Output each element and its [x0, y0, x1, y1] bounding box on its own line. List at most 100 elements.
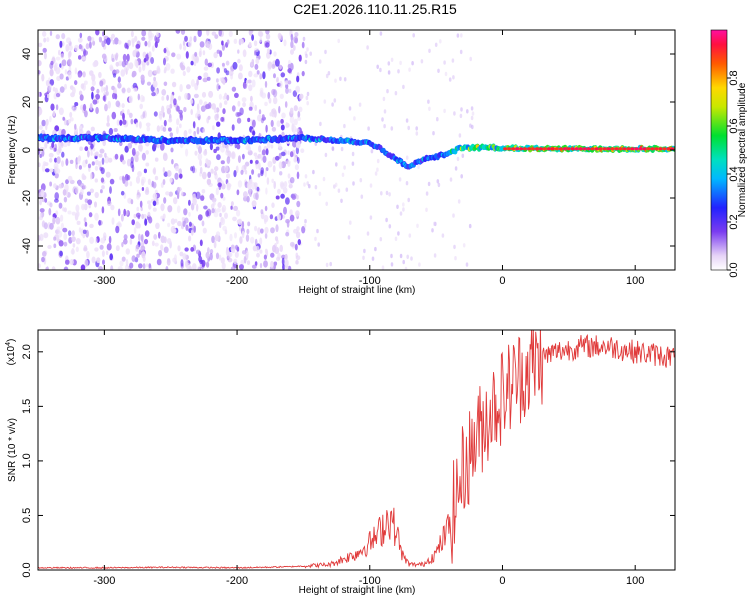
spectrogram-noise-mark [366, 45, 369, 50]
spectrogram-noise-mark [379, 237, 383, 242]
spectrogram-noise-mark [235, 165, 239, 174]
spectrogram-noise-mark [65, 44, 70, 52]
spectrogram-noise-mark [282, 187, 288, 194]
spectrogram-noise-mark [142, 255, 146, 262]
spectrogram-noise-mark [262, 155, 267, 163]
spectrogram-noise-mark [188, 128, 192, 134]
spectrogram-noise-mark [104, 156, 110, 164]
spectrogram-carrier-mark [634, 147, 639, 151]
spectrogram-noise-mark [287, 68, 292, 74]
spectrogram-noise-mark [38, 107, 43, 116]
spectrogram-noise-mark [142, 263, 146, 270]
spectrogram-noise-mark [101, 157, 105, 165]
spectrogram-noise-mark [59, 86, 65, 93]
spectrogram-noise-mark [61, 59, 67, 67]
spectrogram-noise-mark [335, 162, 338, 167]
spectrogram-noise-mark [109, 253, 113, 261]
spectrogram-noise-mark [212, 201, 216, 206]
spectrogram-noise-mark [358, 102, 362, 107]
spectrogram-noise-mark [64, 83, 67, 90]
spectrogram-noise-mark [270, 252, 275, 258]
spectrogram-noise-mark [248, 42, 252, 48]
spectrogram-noise-mark [469, 56, 473, 62]
spectrogram-noise-mark [306, 181, 310, 186]
spectrogram-noise-mark [247, 145, 251, 152]
spectrogram-noise-mark [359, 178, 363, 183]
spectrogram-noise-mark [176, 105, 180, 112]
spectrogram-noise-mark [197, 30, 202, 37]
spectrogram-noise-mark [52, 110, 56, 117]
spectrogram-noise-mark [141, 30, 147, 37]
spectrogram-noise-mark [236, 144, 241, 150]
spectrogram-noise-mark [221, 262, 226, 270]
spectrogram-noise-mark [405, 155, 409, 160]
spectrogram-noise-mark [91, 161, 95, 166]
spectrogram-noise-mark [102, 259, 105, 266]
spectrogram-noise-mark [163, 69, 167, 74]
spectrogram-noise-mark [41, 164, 46, 173]
spectrogram-noise-mark [337, 38, 341, 44]
spectrogram-noise-mark [89, 223, 94, 229]
spectrogram-noise-mark [231, 248, 236, 254]
spectrogram-noise-mark [188, 221, 192, 227]
spectrogram-noise-mark [87, 163, 92, 169]
spectrogram-noise-mark [281, 112, 286, 119]
spectrogram-noise-mark [402, 207, 405, 212]
spectrogram-noise-mark [265, 33, 271, 40]
spectrogram-noise-mark [241, 97, 247, 103]
spectrogram-noise-mark [52, 87, 56, 92]
spectrogram-noise-mark [133, 226, 137, 234]
spectrogram-noise-mark [308, 184, 311, 189]
spectrogram-noise-mark [291, 123, 295, 128]
spectrogram-noise-mark [98, 153, 103, 158]
spectrogram-noise-mark [452, 213, 455, 218]
spectrogram-noise-mark [255, 245, 260, 252]
spectrogram-noise-mark [132, 50, 137, 57]
spectrogram-noise-mark [102, 95, 106, 101]
spectrogram-noise-mark [267, 91, 271, 100]
spectrogram-noise-mark [72, 186, 77, 194]
spectrogram-noise-mark [247, 117, 251, 123]
spectrogram-noise-mark [253, 73, 259, 78]
spectrogram-noise-mark [264, 226, 269, 234]
spectrogram-noise-mark [139, 103, 143, 110]
spectrogram-noise-mark [267, 61, 273, 69]
spectrogram-noise-mark [189, 36, 193, 42]
spectrogram-noise-mark [119, 119, 123, 126]
spectrogram-noise-mark [82, 184, 87, 190]
spectrogram-noise-mark [87, 150, 90, 158]
spectrogram-noise-mark [176, 126, 179, 135]
spectrogram-noise-mark [218, 93, 222, 100]
spectrogram-noise-mark [322, 176, 326, 182]
spectrogram-noise-mark [82, 71, 86, 78]
spectrogram-noise-mark [347, 235, 351, 240]
spectrogram-noise-mark [259, 249, 263, 254]
snr-marks [38, 330, 675, 570]
spectrogram-noise-mark [161, 105, 165, 114]
spectrogram-noise-mark [117, 221, 121, 227]
spectrogram-noise-mark [196, 78, 199, 86]
spectrogram-noise-mark [58, 202, 63, 209]
spectrogram-noise-mark [264, 80, 268, 88]
spectrogram-noise-mark [75, 238, 81, 245]
spectrogram-noise-mark [220, 216, 224, 224]
spectrogram-noise-mark [296, 194, 299, 200]
spectrogram-noise-mark [173, 98, 177, 106]
spectrogram-noise-mark [251, 200, 257, 208]
spectrogram-noise-mark [63, 233, 68, 241]
spectrogram-noise-mark [110, 204, 115, 211]
spectrogram-noise-mark [94, 201, 97, 208]
spectrogram-noise-mark [325, 201, 329, 206]
spectrogram-noise-mark [303, 182, 306, 187]
colorbar-tick-label: 0.8 [728, 70, 740, 85]
spectrogram-noise-mark [137, 171, 142, 177]
spectrogram-noise-mark [276, 78, 279, 83]
spectrogram-noise-mark [199, 41, 205, 48]
spectrogram-noise-mark [211, 103, 217, 110]
spectrogram-noise-mark [55, 104, 59, 111]
spectrogram-noise-mark [293, 157, 298, 163]
spectrogram-noise-mark [265, 167, 269, 172]
spectrogram-noise-mark [260, 153, 263, 161]
spectrogram-noise-mark [176, 118, 180, 126]
spectrogram-noise-mark [285, 231, 290, 237]
